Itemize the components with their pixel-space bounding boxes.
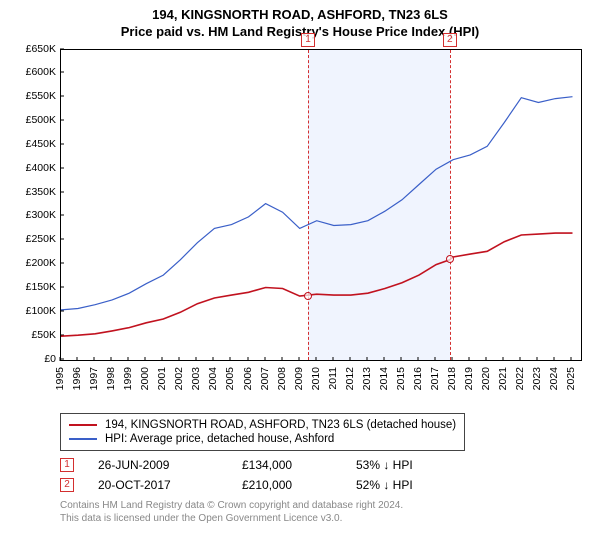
x-tick-label: 2019	[463, 367, 475, 390]
sale-date: 20-OCT-2017	[98, 478, 218, 492]
y-tick-label: £450K	[26, 138, 56, 150]
y-tick-label: £550K	[26, 90, 56, 102]
legend-label: HPI: Average price, detached house, Ashf…	[105, 433, 334, 445]
legend: 194, KINGSNORTH ROAD, ASHFORD, TN23 6LS …	[60, 413, 465, 451]
x-tick-label: 1999	[122, 367, 134, 390]
footer: Contains HM Land Registry data © Crown c…	[60, 499, 590, 525]
x-axis: 1995199619971998199920002001200220032004…	[60, 361, 582, 405]
x-tick-label: 2002	[173, 367, 185, 390]
sale-marker: 2	[443, 33, 457, 47]
x-tick-label: 2023	[531, 367, 543, 390]
x-tick-label: 2004	[207, 367, 219, 390]
chart-subtitle: Price paid vs. HM Land Registry's House …	[10, 24, 590, 39]
y-axis: £0£50K£100K£150K£200K£250K£300K£350K£400…	[10, 49, 60, 361]
footer-line: This data is licensed under the Open Gov…	[60, 512, 590, 525]
x-tick-label: 2003	[190, 367, 202, 390]
x-tick-label: 2009	[293, 367, 305, 390]
x-tick-label: 2006	[242, 367, 254, 390]
legend-item: 194, KINGSNORTH ROAD, ASHFORD, TN23 6LS …	[69, 418, 456, 432]
x-tick-label: 2016	[412, 367, 424, 390]
x-tick-label: 2008	[276, 367, 288, 390]
x-tick-label: 2001	[156, 367, 168, 390]
x-tick-label: 1996	[71, 367, 83, 390]
y-tick-label: £150K	[26, 281, 56, 293]
x-tick-label: 1998	[105, 367, 117, 390]
y-tick-label: £200K	[26, 257, 56, 269]
x-tick-label: 2000	[139, 367, 151, 390]
y-tick-label: £300K	[26, 209, 56, 221]
legend-label: 194, KINGSNORTH ROAD, ASHFORD, TN23 6LS …	[105, 419, 456, 431]
x-tick-label: 2017	[429, 367, 441, 390]
x-tick-label: 2011	[327, 367, 339, 390]
legend-item: HPI: Average price, detached house, Ashf…	[69, 432, 456, 446]
y-tick-label: £350K	[26, 186, 56, 198]
sale-price: £134,000	[242, 458, 332, 472]
y-tick-label: £600K	[26, 66, 56, 78]
sale-row: 2 20-OCT-2017 £210,000 52% ↓ HPI	[60, 475, 590, 495]
y-tick-label: £250K	[26, 233, 56, 245]
plot-area: 12	[60, 49, 582, 361]
footer-line: Contains HM Land Registry data © Crown c…	[60, 499, 590, 512]
x-tick-label: 2025	[565, 367, 577, 390]
sale-marker: 1	[301, 33, 315, 47]
x-tick-label: 2022	[514, 367, 526, 390]
y-tick-label: £650K	[26, 43, 56, 55]
y-tick-label: £100K	[26, 305, 56, 317]
sale-row: 1 26-JUN-2009 £134,000 53% ↓ HPI	[60, 455, 590, 475]
x-tick-label: 2007	[259, 367, 271, 390]
x-tick-label: 2010	[310, 367, 322, 390]
y-tick-label: £0	[44, 353, 56, 365]
series-hpi	[61, 96, 573, 309]
x-tick-label: 2012	[344, 367, 356, 390]
x-tick-label: 2024	[548, 367, 560, 390]
x-tick-label: 2018	[446, 367, 458, 390]
y-tick-label: £500K	[26, 114, 56, 126]
chart-title: 194, KINGSNORTH ROAD, ASHFORD, TN23 6LS	[10, 6, 590, 24]
chart: £0 £50K £100K £150K £200K £250K £300K £350K £400…	[10, 45, 590, 405]
sale-pct: 53% ↓ HPI	[356, 458, 476, 472]
x-tick-label: 2005	[224, 367, 236, 390]
x-tick-label: 1997	[88, 367, 100, 390]
sales-table: 1 26-JUN-2009 £134,000 53% ↓ HPI 2 20-OCT-201…	[60, 455, 590, 495]
y-tick-label: £50K	[31, 329, 56, 341]
sale-index: 2	[60, 478, 74, 492]
sale-index: 1	[60, 458, 74, 472]
sale-date: 26-JUN-2009	[98, 458, 218, 472]
sale-price: £210,000	[242, 478, 332, 492]
series-property	[61, 233, 573, 336]
x-tick-label: 2021	[497, 367, 509, 390]
x-tick-label: 1995	[54, 367, 66, 390]
x-tick-label: 2020	[480, 367, 492, 390]
sale-pct: 52% ↓ HPI	[356, 478, 476, 492]
x-tick-label: 2013	[361, 367, 373, 390]
x-tick-label: 2015	[395, 367, 407, 390]
x-tick-label: 2014	[378, 367, 390, 390]
y-tick-label: £400K	[26, 162, 56, 174]
